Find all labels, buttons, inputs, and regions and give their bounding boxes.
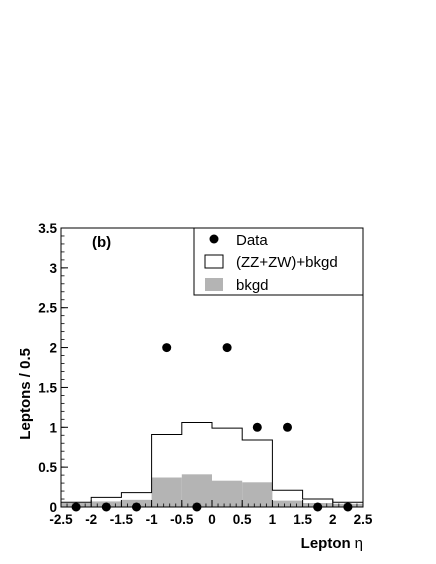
legend-bkgd-label: bkgd bbox=[236, 277, 269, 294]
y-axis: 0 0.5 1 1.5 2 2.5 3 3.5 bbox=[38, 221, 68, 515]
y-tick-label: 0.5 bbox=[38, 460, 57, 475]
x-tick-label: 0 bbox=[208, 512, 216, 527]
data-point bbox=[252, 422, 262, 432]
legend-total-swatch bbox=[204, 254, 224, 269]
y-tick-label: 1 bbox=[49, 420, 57, 435]
x-tick-label: 2 bbox=[329, 512, 337, 527]
x-axis: -2.5 -2 -1.5 -1 -0.5 0 0.5 1 1.5 2 2.5 bbox=[49, 500, 373, 527]
y-tick-label: 1.5 bbox=[38, 380, 57, 395]
total-histogram bbox=[60, 422, 364, 507]
y-tick-label: 2.5 bbox=[38, 301, 57, 316]
x-axis-title-symbol: η bbox=[355, 535, 363, 552]
bkgd-bar bbox=[181, 474, 212, 507]
legend: Data (ZZ+ZW)+bkgd bkgd bbox=[193, 227, 364, 296]
x-tick-label: -1.5 bbox=[110, 512, 134, 527]
bkgd-bar bbox=[151, 477, 182, 507]
legend-bkgd-swatch bbox=[205, 278, 223, 291]
legend-data-label: Data bbox=[236, 232, 268, 249]
panel-label: (b) bbox=[92, 234, 111, 251]
bkgd-bar bbox=[272, 500, 303, 507]
x-tick-label: -2 bbox=[85, 512, 97, 527]
legend-data-marker bbox=[209, 234, 219, 244]
x-tick-label: -2.5 bbox=[49, 512, 73, 527]
x-tick-label: 0.5 bbox=[233, 512, 252, 527]
x-axis-title: Lepton η bbox=[301, 535, 363, 552]
x-tick-label: 2.5 bbox=[354, 512, 373, 527]
legend-total-label: (ZZ+ZW)+bkgd bbox=[236, 254, 338, 271]
x-tick-label: 1 bbox=[269, 512, 277, 527]
y-tick-label: 3.5 bbox=[38, 221, 57, 236]
y-tick-label: 2 bbox=[49, 341, 57, 356]
data-point bbox=[222, 343, 232, 353]
data-point bbox=[283, 422, 292, 432]
x-tick-label: -0.5 bbox=[170, 512, 194, 527]
y-tick-label: 3 bbox=[49, 261, 57, 276]
data-point bbox=[162, 343, 172, 353]
y-axis-title: Leptons / 0.5 bbox=[17, 348, 34, 440]
x-tick-label: 1.5 bbox=[293, 512, 312, 527]
total-histogram-line bbox=[60, 422, 364, 507]
x-tick-label: -1 bbox=[146, 512, 158, 527]
bkgd-bar bbox=[212, 480, 243, 507]
y-tick-label: 0 bbox=[49, 500, 57, 515]
bkgd-bar bbox=[242, 482, 273, 507]
x-axis-title-text: Lepton bbox=[301, 535, 351, 552]
